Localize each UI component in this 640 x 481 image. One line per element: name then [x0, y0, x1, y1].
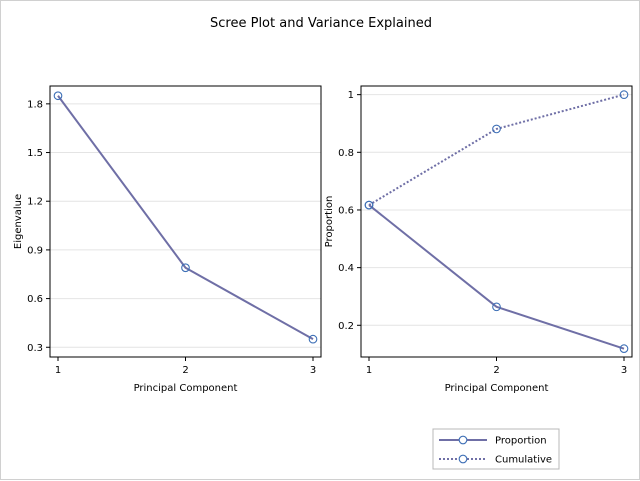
x-tick-label: 3 — [621, 365, 627, 376]
series-line-proportion — [368, 204, 625, 350]
data-point — [619, 344, 629, 353]
y-tick-label: 1.5 — [27, 148, 43, 159]
panel-2: 0.2 0.4 0.6 0.8 1 1 2 3 Principal Component Propo… — [324, 85, 633, 394]
y-axis-label: Eigenvalue — [13, 194, 24, 249]
x-axis-label: Principal Component — [134, 383, 238, 394]
series-line-cumulative — [368, 93, 625, 206]
chart-title: Scree Plot and Variance Explained — [210, 16, 432, 31]
y-tick-label: 1 — [348, 90, 354, 101]
plot-frame — [360, 85, 633, 358]
data-point — [492, 124, 501, 134]
x-tick-label: 1 — [55, 365, 61, 376]
x-tick-label: 1 — [366, 365, 372, 376]
y-tick-label: 0.8 — [338, 148, 354, 159]
legend-label: Cumulative — [495, 455, 552, 466]
data-point — [619, 90, 629, 99]
y-tick-label: 0.9 — [27, 245, 43, 256]
data-point — [364, 200, 374, 210]
y-tick-label: 0.6 — [27, 294, 43, 305]
y-axis-label: Proportion — [324, 196, 335, 248]
legend: Proportion Cumulative — [432, 428, 560, 470]
data-point — [53, 91, 63, 101]
x-axis-label: Principal Component — [445, 383, 549, 394]
legend-label: Proportion — [495, 436, 547, 447]
data-point — [181, 263, 190, 273]
legend-swatch-marker — [458, 454, 468, 464]
legend-box — [432, 428, 560, 470]
panel-1: 0.3 0.6 0.9 1.2 1.5 1.8 1 2 3 Principal Component… — [13, 85, 322, 394]
x-tick-label: 3 — [310, 365, 316, 376]
y-tick-label: 0.2 — [338, 321, 354, 332]
x-tick-label: 2 — [493, 365, 499, 376]
y-tick-label: 0.6 — [338, 205, 354, 216]
plot-frame — [49, 85, 322, 358]
y-tick-label: 1.8 — [27, 99, 43, 110]
y-tick-label: 0.3 — [27, 343, 43, 354]
y-tick-label: 0.4 — [338, 263, 354, 274]
y-tick-label: 1.2 — [27, 197, 43, 208]
x-tick-label: 2 — [182, 365, 188, 376]
legend-swatch-marker — [458, 435, 468, 445]
series-line — [57, 95, 314, 341]
data-point — [308, 334, 318, 344]
data-point — [492, 302, 501, 312]
